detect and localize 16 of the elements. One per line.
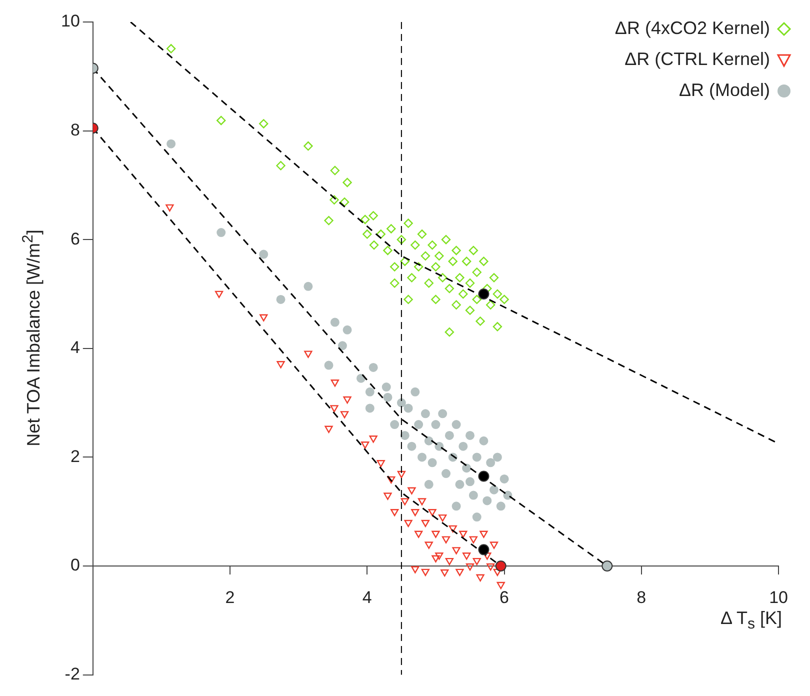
x-axis-title: Δ T$_{s}$ [K] [720, 608, 782, 633]
x-tick-label: 10 [769, 588, 788, 607]
y-tick-label: 6 [70, 229, 80, 248]
x-tick-label: 8 [636, 588, 646, 607]
y-tick-label: 8 [70, 120, 80, 140]
y-tick-label: 0 [70, 556, 80, 575]
y-tick-label: 4 [70, 338, 80, 358]
legend-label: ΔR (4xCO2 Kernel) [614, 18, 770, 39]
y-tick-label: -2 [64, 664, 80, 684]
legend-label: ΔR (Model) [678, 80, 770, 101]
x-tick-label: 2 [225, 588, 235, 607]
x-tick-label: 4 [362, 588, 372, 607]
x-tick-label: 6 [500, 588, 510, 607]
y-tick-label: 10 [60, 12, 80, 31]
y-tick-label: 2 [70, 446, 80, 466]
legend-label: ΔR (CTRL Kernel) [624, 49, 770, 70]
